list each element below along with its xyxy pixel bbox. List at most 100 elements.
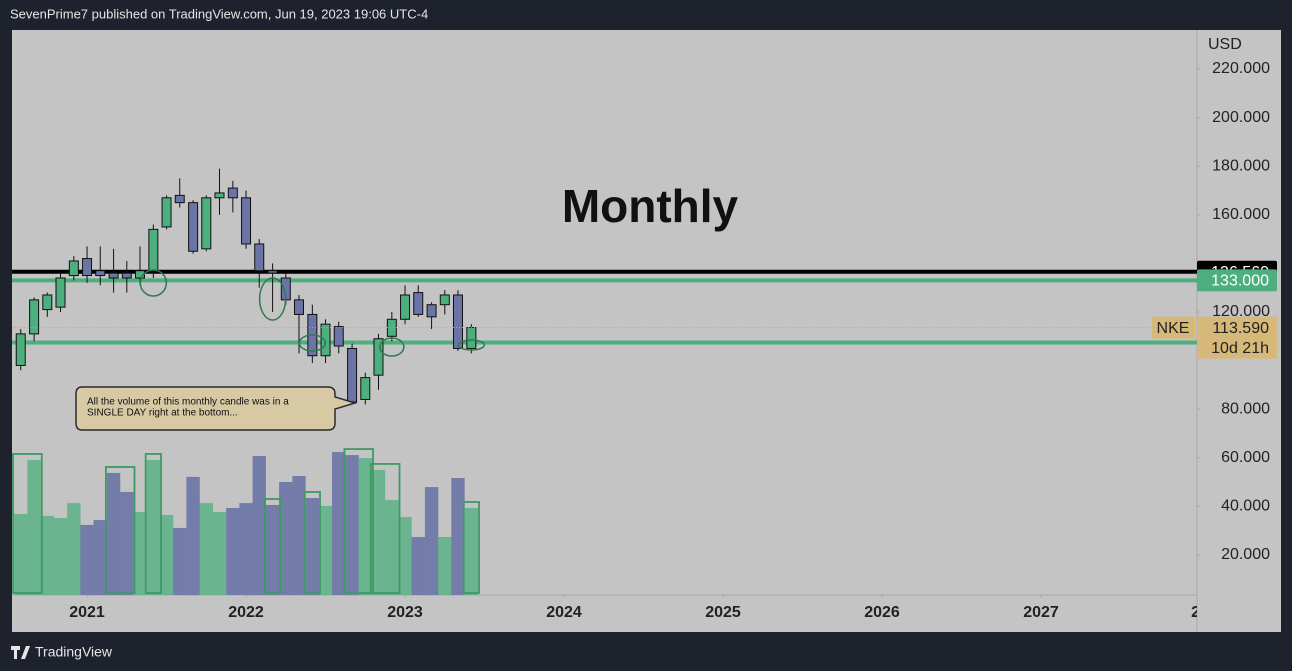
volume-bar [212, 511, 227, 595]
footer-brand: TradingView [35, 644, 113, 660]
volume-bar [226, 507, 240, 595]
y-tick-label: 180.000 [1212, 157, 1270, 174]
x-tick-label: 2026 [864, 604, 900, 621]
plot-area [12, 168, 1197, 595]
candle-body [293, 299, 304, 315]
highlight-ellipse [139, 269, 168, 297]
volume-highlight [369, 463, 401, 594]
volume-bar [279, 482, 293, 595]
volume-highlight [462, 501, 480, 594]
annotation: All the volume of this monthly candle wa… [75, 386, 358, 431]
chart-title: Monthly [562, 180, 739, 232]
volume-highlight [303, 491, 321, 594]
volume-bar [265, 504, 280, 595]
volume-bar [67, 503, 81, 595]
volume-bar [305, 498, 320, 595]
candle-body [413, 292, 424, 315]
volume-bar [173, 527, 187, 595]
volume-bar [120, 491, 134, 595]
price-line-label-bg [1197, 269, 1277, 292]
candle-body [95, 270, 106, 277]
axes: 2021 2022 2023 2024 2025 2026 2027 20 20.000 40.0… [69, 60, 1277, 621]
candle-body [333, 326, 344, 347]
candle-body [161, 197, 172, 228]
symbol-label-bg [1152, 316, 1195, 339]
y-tick-label: 80.000 [1221, 400, 1270, 417]
volume-bar [93, 520, 107, 595]
candle-body [386, 318, 397, 337]
candle-body [15, 333, 26, 366]
y-tick-label: 120.000 [1212, 303, 1270, 320]
volume-highlight [105, 466, 136, 594]
highlight-ellipse [457, 339, 486, 351]
footer: TradingView [11, 644, 113, 660]
x-tick-label: 2022 [228, 604, 264, 621]
x-tick-label: 2023 [387, 604, 423, 621]
volume-bar [80, 524, 94, 595]
volume-bar [239, 503, 253, 595]
candle-body [214, 192, 225, 199]
volume-bar [146, 459, 161, 595]
volume-bar [358, 458, 372, 595]
highlight-ellipse [258, 277, 287, 321]
last-price-label: 113.590 [1212, 320, 1269, 337]
volume-bar [159, 514, 174, 595]
x-tick-label: 2021 [69, 604, 105, 621]
x-tick-label: 2024 [546, 604, 582, 621]
volume-bar [292, 475, 306, 595]
candle-body [42, 294, 53, 311]
candle-body [452, 294, 463, 349]
candle-body [121, 272, 132, 279]
symbol-label: NKE [1157, 320, 1190, 337]
x-tick-label: 2025 [705, 604, 741, 621]
highlight-ellipse [298, 334, 327, 352]
volume-bar [345, 455, 359, 595]
candle-body [267, 270, 278, 274]
candle-body [148, 228, 159, 272]
header-text: SevenPrime7 published on TradingView.com… [10, 6, 428, 21]
candle-body [373, 338, 384, 376]
candle-body [55, 277, 66, 308]
axis-unit: USD [1208, 36, 1242, 53]
volume-bar [53, 517, 68, 595]
candle-body [400, 294, 411, 320]
candle-body [320, 323, 331, 357]
volume-bar [252, 456, 266, 595]
volume-bar [186, 476, 200, 595]
x-axis: 2021 2022 2023 2024 2025 2026 2027 20 [69, 595, 1209, 621]
volume-bar [14, 514, 28, 595]
candle-body [241, 197, 252, 245]
candle-body [82, 258, 93, 277]
volume-bar [133, 511, 147, 595]
volume-bar [199, 503, 213, 595]
last-price-label-bg [1197, 316, 1277, 359]
volume-bar [27, 459, 41, 595]
volume-bar [371, 469, 386, 595]
y-tick-label: 200.000 [1212, 109, 1270, 126]
footer-logo [11, 646, 30, 659]
candle-body [360, 377, 371, 400]
x-tick-label: 20 [1191, 604, 1209, 621]
volume-bar [385, 500, 399, 595]
annotation-box [75, 386, 358, 431]
y-tick-label: 220.000 [1212, 60, 1270, 77]
highlight-ellipse [379, 337, 405, 357]
y-tick-label: 40.000 [1221, 498, 1270, 515]
volume-bar [464, 507, 479, 595]
candle-body [347, 347, 358, 403]
candle-body [201, 197, 212, 250]
volume-bar [398, 517, 412, 595]
annotation-line: SINGLE DAY right at the bottom... [87, 408, 238, 419]
volume-bar [411, 536, 425, 595]
y-tick-label: 60.000 [1221, 449, 1270, 466]
volume-highlight [343, 448, 374, 594]
candle-body [68, 260, 79, 277]
volume-bar [318, 505, 333, 595]
volume-bar [332, 452, 346, 595]
volume-bar [106, 472, 121, 595]
volume-bar [451, 478, 465, 595]
countdown-label: 10d 21h [1211, 340, 1269, 357]
x-tick-label: 2027 [1023, 604, 1059, 621]
y-tick-label: 20.000 [1221, 546, 1270, 563]
